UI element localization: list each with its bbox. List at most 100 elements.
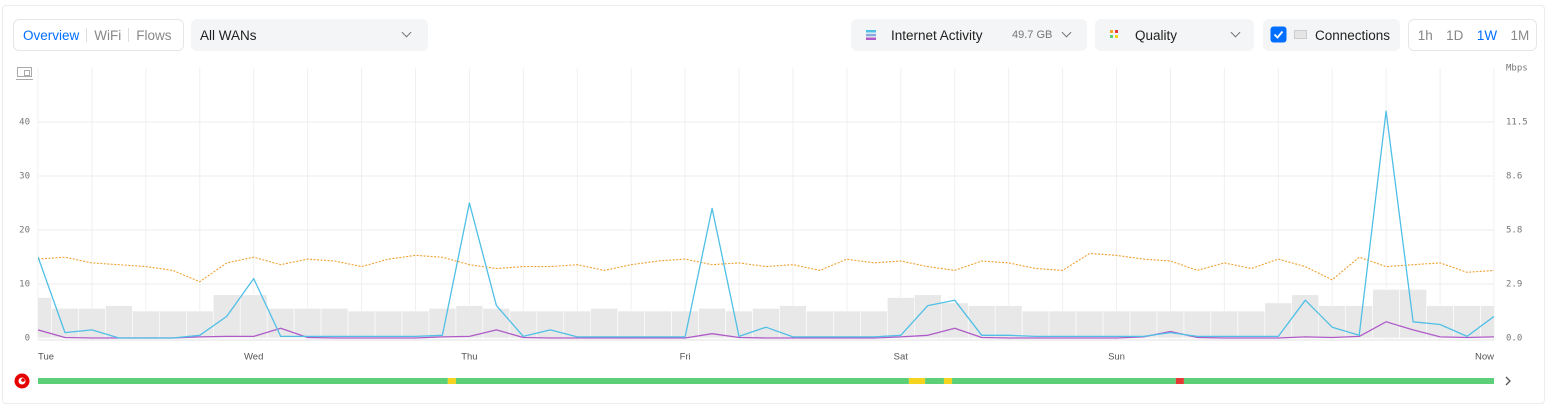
layout-icon (16, 67, 33, 80)
bar (266, 307, 295, 339)
next-arrow[interactable] (1505, 376, 1511, 386)
icon (866, 30, 876, 40)
bar (132, 310, 160, 339)
x-tick-label: Tue (38, 352, 54, 363)
tab-group: Overview WiFi Flows (13, 19, 184, 51)
bar (51, 307, 79, 339)
quality-select[interactable]: Quality (1095, 19, 1254, 51)
internet-activity-label: Internet Activity (891, 27, 983, 43)
bar (806, 310, 834, 339)
bar (590, 307, 619, 339)
bar (536, 310, 565, 339)
y2-tick-label: 0.0 (1506, 334, 1522, 344)
bar (374, 310, 403, 339)
range-button[interactable]: 1W (1476, 27, 1498, 43)
bar (185, 310, 214, 339)
checkbox[interactable] (1270, 26, 1288, 44)
bar (940, 302, 969, 339)
range-button[interactable]: 1D (1446, 27, 1464, 43)
bar (105, 305, 133, 339)
quality-segment (1183, 378, 1494, 384)
range-button[interactable]: 1M (1510, 27, 1530, 43)
x-tick-label: Sat (894, 352, 909, 363)
y2-tick-label: 5.8 (1506, 226, 1522, 236)
bar (239, 294, 268, 339)
bar (994, 305, 1023, 339)
bar (78, 307, 106, 339)
internet-activity-select[interactable]: Internet Activity 49.7 GB (851, 19, 1087, 51)
bar (833, 310, 861, 339)
x-tick-label: Now (1475, 352, 1494, 363)
range-button[interactable]: 1h (1417, 27, 1433, 43)
bar (455, 305, 484, 339)
bar (887, 297, 915, 339)
tab[interactable]: Overview (23, 27, 80, 43)
tab[interactable]: WiFi (94, 27, 122, 43)
bar (293, 307, 322, 339)
bar (1318, 305, 1347, 339)
wan-select-label: All WANs (200, 27, 257, 43)
range-group: 1h 1D 1W 1M (1408, 19, 1537, 51)
quality-segment (943, 378, 953, 384)
bar (1399, 289, 1427, 339)
y-tick-label: 40 (19, 118, 30, 128)
bar (320, 307, 349, 339)
bar (1264, 302, 1293, 339)
bar (860, 310, 888, 339)
x-tick-label: Fri (680, 352, 691, 363)
bar (1237, 310, 1266, 339)
quality-label: Quality (1135, 27, 1178, 43)
bar (779, 305, 807, 339)
bar (1453, 305, 1481, 339)
bar (644, 310, 672, 339)
bar (1480, 305, 1494, 339)
connections-toggle[interactable]: Connections (1263, 19, 1400, 51)
y2-tick-label: 8.6 (1506, 172, 1522, 182)
bar (1129, 310, 1158, 339)
card (2, 5, 1545, 404)
x-tick-label: Sun (1108, 352, 1125, 363)
quality-segment (908, 378, 926, 384)
y-tick-label: 30 (19, 172, 30, 182)
bar (347, 310, 376, 339)
y2-tick-label: 2.9 (1506, 280, 1522, 290)
x-tick-label: Thu (461, 352, 477, 363)
series-line (38, 110, 1494, 339)
bar (698, 307, 726, 339)
bar (1372, 289, 1400, 339)
series-line (38, 321, 1494, 339)
bar (967, 305, 996, 339)
quality-segment (925, 378, 944, 384)
quality-segment (455, 378, 909, 384)
y2-axis-label: Mbps (1506, 64, 1528, 74)
y-tick-label: 20 (19, 226, 30, 236)
tab[interactable]: Flows (136, 27, 172, 43)
bar (1102, 310, 1131, 339)
bar (1426, 305, 1454, 339)
bar (159, 310, 187, 339)
icon (1110, 30, 1118, 38)
bar (1075, 310, 1104, 339)
quality-segment (952, 378, 1176, 384)
y2-tick-label: 11.5 (1506, 118, 1528, 128)
bar (1210, 310, 1239, 339)
bar (401, 310, 430, 339)
bar (482, 307, 511, 339)
bar (1021, 310, 1050, 339)
quality-segment (447, 378, 456, 384)
bar (752, 307, 780, 339)
bar (1183, 310, 1212, 339)
connections-label: Connections (1315, 27, 1391, 43)
quality-segment (1175, 378, 1184, 384)
isp-logo (14, 373, 30, 389)
plot (38, 110, 1494, 339)
quality-segment (38, 378, 448, 384)
bar (617, 310, 645, 339)
bar (1048, 310, 1077, 339)
series-line (38, 252, 1494, 283)
bar (212, 294, 241, 339)
x-tick-label: Wed (244, 352, 263, 363)
wan-select[interactable]: All WANs (191, 19, 428, 51)
